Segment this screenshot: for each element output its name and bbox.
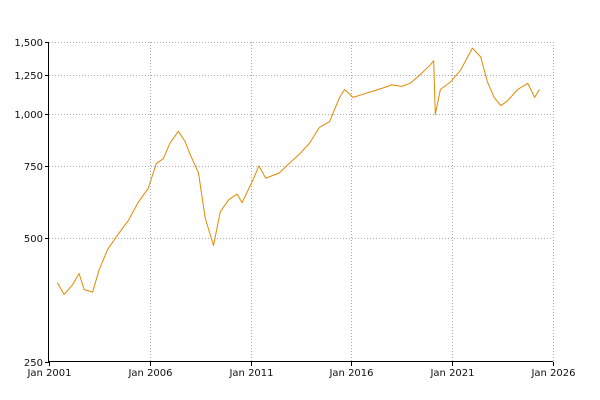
series-line-0 (56, 47, 540, 295)
y-tick-label: 750 (24, 162, 43, 173)
x-tick-label: Jan 2016 (328, 368, 373, 379)
x-tick-label: Jan 2021 (429, 368, 474, 379)
y-tick-label: 1,250 (14, 71, 43, 82)
x-tick-labels: Jan 2001 Jan 2006 Jan 2011 Jan 2016 Jan 2021… (26, 362, 576, 379)
x-tick-label: Jan 2001 (26, 368, 71, 379)
x-tick-label: Jan 2026 (530, 368, 575, 379)
y-tick-labels: 250 500 750 1,000 1,250 1,500 (14, 38, 49, 369)
x-tick-label: Jan 2006 (127, 368, 172, 379)
y-tick-label: 250 (24, 358, 43, 369)
y-tick-label: 1,500 (14, 38, 43, 49)
axes (48, 42, 553, 362)
y-tick-label: 500 (24, 234, 43, 245)
x-tick-label: Jan 2011 (228, 368, 273, 379)
series-layer (56, 47, 540, 295)
y-tick-label: 1,000 (14, 110, 43, 121)
gridlines (49, 42, 554, 362)
